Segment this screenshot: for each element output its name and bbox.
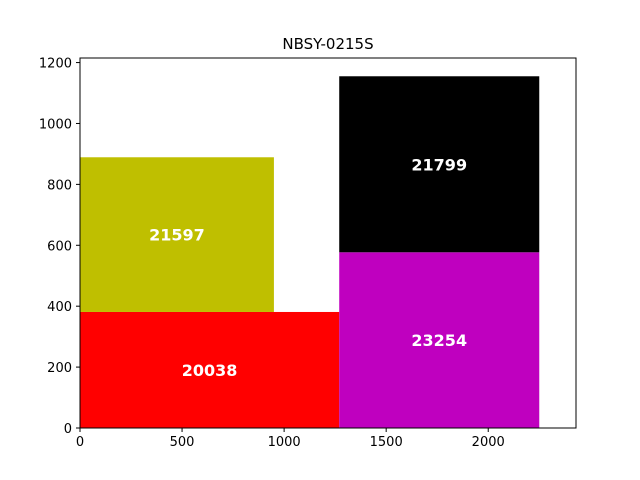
- rectangle-labels-group: 20038 21597 23254 21799: [149, 155, 467, 380]
- x-tick-label: 1000: [268, 435, 301, 450]
- x-tick-label: 2000: [472, 435, 505, 450]
- y-tick-label: 0: [64, 422, 72, 437]
- rectangle-20038: [80, 311, 340, 428]
- x-tick-label: 1500: [370, 435, 403, 450]
- rectangle-label: 21799: [411, 155, 467, 174]
- rectangle-label: 21597: [149, 226, 205, 245]
- x-tick-label: 500: [170, 435, 195, 450]
- y-tick-label: 800: [47, 178, 72, 193]
- y-tick-label: 200: [47, 361, 72, 376]
- rectangles-group: [80, 76, 540, 428]
- rectangle-21799: [339, 76, 540, 253]
- y-tick-label: 1200: [39, 57, 72, 72]
- rectangle-label: 20038: [182, 361, 238, 380]
- y-tick-label: 1000: [39, 117, 72, 132]
- y-axis: 0 200 400 600 800 1000 1200: [39, 57, 80, 437]
- plot-frame: [79, 57, 577, 429]
- chart-title: NBSY-0215S: [282, 35, 373, 53]
- rectangle-21597: [80, 157, 274, 312]
- x-axis: 0 500 1000 1500 2000: [76, 428, 505, 450]
- x-tick-label: 0: [76, 435, 84, 450]
- rectangle-23254: [339, 252, 540, 428]
- y-tick-label: 400: [47, 300, 72, 315]
- y-tick-label: 600: [47, 239, 72, 254]
- rectangle-label: 23254: [411, 331, 467, 350]
